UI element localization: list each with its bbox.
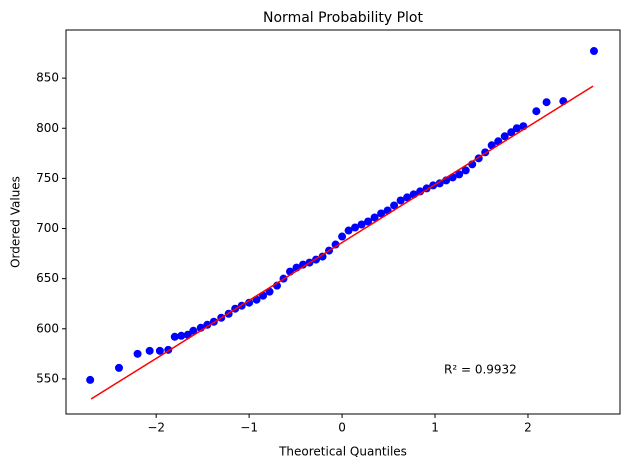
x-tick-label: −1 (240, 421, 258, 435)
x-tick-label: 1 (431, 421, 439, 435)
data-point (532, 107, 541, 116)
data-point (318, 252, 327, 261)
data-point (589, 47, 598, 56)
data-point (455, 170, 464, 179)
data-point (203, 320, 212, 329)
data-point (155, 346, 164, 355)
data-point (177, 331, 186, 340)
plot-frame (65, 29, 621, 415)
data-point (370, 213, 379, 222)
data-point (396, 196, 405, 205)
x-axis-label: Theoretical Quantiles (278, 445, 407, 459)
x-tick-label: −2 (147, 421, 165, 435)
data-point (351, 223, 360, 232)
y-tick-label: 550 (36, 371, 59, 385)
data-point (114, 363, 123, 372)
data-point (512, 124, 521, 133)
y-tick-label: 800 (36, 121, 59, 135)
x-tick-label: 0 (338, 421, 346, 435)
y-axis-label: Ordered Values (9, 176, 23, 268)
data-point (331, 240, 340, 249)
data-point (507, 128, 516, 137)
data-point (403, 193, 412, 202)
data-point (338, 232, 347, 241)
data-point (461, 166, 470, 175)
y-tick-label: 650 (36, 271, 59, 285)
chart-title: Normal Probability Plot (263, 10, 423, 26)
x-tick-label: 2 (524, 421, 532, 435)
data-point (390, 201, 399, 210)
fit-line (90, 85, 594, 400)
data-point (357, 220, 366, 229)
data-point (189, 326, 198, 335)
data-point (435, 179, 444, 188)
y-tick-label: 850 (36, 71, 59, 85)
data-point (133, 349, 142, 358)
data-point (364, 217, 373, 226)
y-tick-label: 700 (36, 221, 59, 235)
data-point (500, 132, 509, 141)
y-tick-label: 600 (36, 321, 59, 335)
data-point (299, 260, 308, 269)
annotation: R² = 0.9932 (444, 363, 517, 377)
data-point (170, 332, 179, 341)
data-point (145, 346, 154, 355)
y-tick-label: 750 (36, 171, 59, 185)
data-point (542, 98, 551, 107)
data-point (86, 375, 95, 384)
data-point (377, 209, 386, 218)
data-point (245, 298, 254, 307)
data-point (344, 226, 353, 235)
